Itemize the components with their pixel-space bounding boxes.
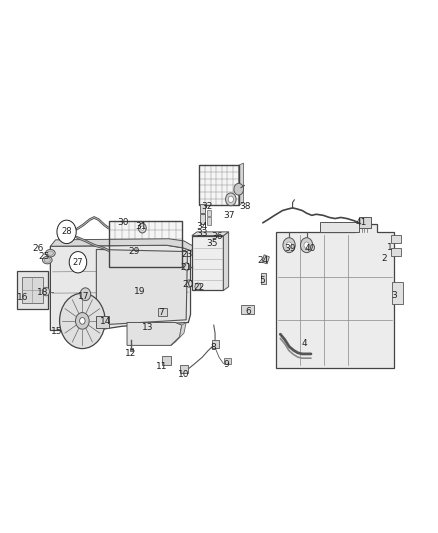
- Text: 14: 14: [100, 318, 112, 326]
- Polygon shape: [276, 224, 394, 368]
- Text: 31: 31: [135, 222, 147, 231]
- Ellipse shape: [47, 251, 53, 255]
- Polygon shape: [96, 249, 187, 325]
- Bar: [22, 277, 43, 303]
- Bar: [200, 204, 205, 213]
- Text: 6: 6: [245, 307, 251, 316]
- Bar: [212, 340, 219, 348]
- Text: 11: 11: [156, 362, 168, 371]
- Text: 1: 1: [387, 244, 393, 252]
- Text: 9: 9: [223, 360, 229, 369]
- Bar: [158, 308, 167, 316]
- Circle shape: [75, 312, 89, 329]
- Text: 21: 21: [180, 263, 192, 272]
- Text: 13: 13: [142, 324, 154, 332]
- Text: 35: 35: [206, 239, 218, 247]
- Circle shape: [80, 288, 91, 301]
- Polygon shape: [50, 239, 196, 251]
- Polygon shape: [239, 163, 244, 205]
- Text: 18: 18: [37, 288, 49, 296]
- Circle shape: [195, 283, 201, 290]
- Text: 38: 38: [240, 202, 251, 211]
- Circle shape: [42, 287, 49, 296]
- Text: 10: 10: [178, 370, 190, 379]
- Text: 36: 36: [212, 232, 223, 241]
- Text: 40: 40: [304, 245, 316, 253]
- Polygon shape: [392, 282, 403, 304]
- Bar: [207, 210, 211, 216]
- Text: 12: 12: [125, 349, 136, 358]
- Circle shape: [300, 238, 313, 253]
- Text: 26: 26: [33, 245, 44, 253]
- Text: 20: 20: [183, 280, 194, 288]
- Text: 24: 24: [257, 256, 268, 264]
- Text: 30: 30: [118, 219, 129, 227]
- Circle shape: [186, 280, 192, 287]
- Text: 32: 32: [201, 203, 212, 211]
- Bar: [359, 217, 371, 228]
- Bar: [109, 221, 182, 266]
- Bar: [17, 271, 48, 309]
- Polygon shape: [192, 232, 229, 236]
- Circle shape: [60, 293, 105, 349]
- Text: 5: 5: [259, 277, 265, 285]
- Bar: [241, 305, 254, 314]
- Text: 22: 22: [194, 284, 205, 292]
- Circle shape: [226, 193, 236, 206]
- Bar: [109, 221, 182, 266]
- Circle shape: [69, 252, 87, 273]
- Bar: [96, 316, 109, 328]
- Bar: [391, 248, 401, 256]
- Ellipse shape: [42, 256, 52, 264]
- Text: 29: 29: [128, 247, 139, 256]
- Text: 2: 2: [382, 254, 387, 263]
- Bar: [199, 165, 239, 205]
- Circle shape: [304, 242, 309, 248]
- Text: 15: 15: [51, 327, 63, 336]
- Bar: [162, 356, 171, 365]
- Polygon shape: [127, 322, 182, 345]
- Text: 8: 8: [211, 343, 217, 352]
- Circle shape: [234, 183, 244, 195]
- Circle shape: [184, 263, 190, 270]
- Circle shape: [228, 196, 233, 203]
- Circle shape: [138, 223, 146, 233]
- Ellipse shape: [46, 249, 55, 257]
- Bar: [224, 358, 231, 364]
- Circle shape: [141, 226, 144, 230]
- Bar: [207, 217, 211, 225]
- Polygon shape: [223, 232, 229, 290]
- Text: 19: 19: [134, 287, 146, 296]
- Polygon shape: [50, 245, 191, 330]
- Text: 23: 23: [182, 250, 193, 259]
- Ellipse shape: [44, 258, 50, 262]
- Circle shape: [286, 242, 292, 248]
- Text: 41: 41: [356, 219, 367, 227]
- Circle shape: [57, 220, 76, 244]
- Text: 25: 25: [38, 253, 49, 261]
- Bar: [200, 214, 205, 224]
- Text: 33: 33: [197, 229, 208, 238]
- Text: 4: 4: [302, 340, 307, 348]
- Text: 7: 7: [158, 309, 164, 317]
- Text: 39: 39: [285, 245, 296, 253]
- Bar: [199, 165, 239, 205]
- Text: 27: 27: [73, 258, 83, 266]
- Bar: [391, 235, 401, 243]
- Bar: [261, 273, 266, 284]
- Circle shape: [283, 238, 295, 253]
- Text: 37: 37: [224, 211, 235, 220]
- Bar: [180, 365, 188, 373]
- Polygon shape: [262, 255, 269, 264]
- Text: 34: 34: [197, 222, 208, 231]
- Polygon shape: [171, 322, 186, 345]
- Bar: [320, 222, 359, 232]
- Polygon shape: [192, 236, 223, 290]
- Text: 28: 28: [61, 228, 72, 236]
- Bar: [130, 348, 133, 351]
- Circle shape: [80, 318, 85, 324]
- Text: 3: 3: [391, 292, 397, 300]
- Text: 17: 17: [78, 292, 90, 301]
- Text: 16: 16: [17, 293, 28, 302]
